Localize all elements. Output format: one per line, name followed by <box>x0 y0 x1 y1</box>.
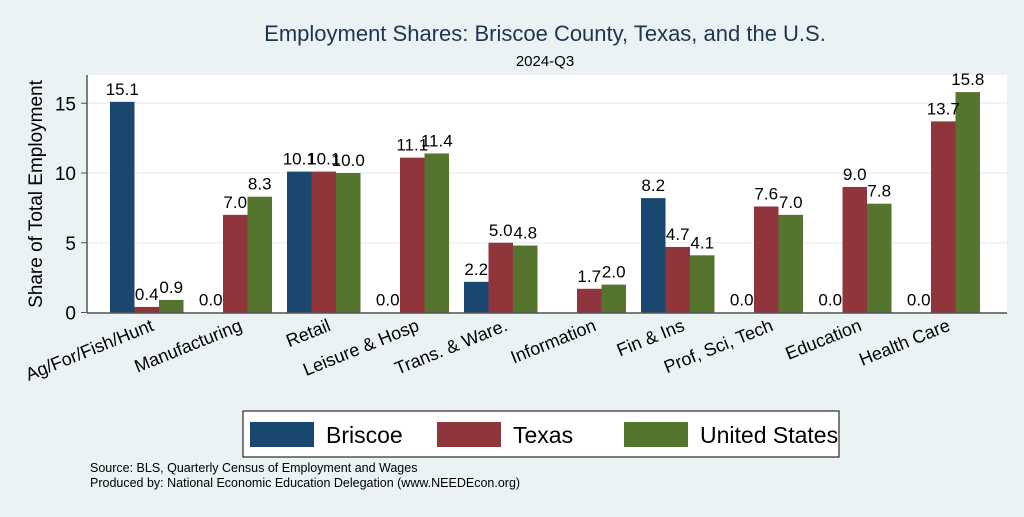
bar-briscoe <box>287 171 312 313</box>
data-label: 4.7 <box>666 225 690 244</box>
bar-united-states <box>955 92 980 313</box>
data-label: 2.0 <box>602 263 626 282</box>
bar-united-states <box>424 153 449 313</box>
bar-united-states <box>247 196 272 313</box>
data-label: 0.4 <box>135 285 159 304</box>
chart-subtitle: 2024-Q3 <box>516 53 574 70</box>
bar-texas <box>311 171 336 313</box>
data-label: 0.0 <box>818 291 842 310</box>
data-label: 10.0 <box>332 151 365 170</box>
data-label: 7.8 <box>867 182 891 201</box>
data-label: 0.0 <box>199 291 223 310</box>
y-tick-label: 15 <box>55 94 76 115</box>
legend-label: Briscoe <box>326 422 403 448</box>
bar-texas <box>488 242 513 313</box>
bar-texas <box>400 157 425 313</box>
y-tick-label: 0 <box>65 304 76 325</box>
source-note: Source: BLS, Quarterly Census of Employm… <box>90 461 417 475</box>
data-label: 7.0 <box>223 193 247 212</box>
data-label: 0.0 <box>907 291 931 310</box>
data-label: 15.1 <box>106 80 139 99</box>
data-label: 13.7 <box>927 99 960 118</box>
bar-texas <box>134 306 159 313</box>
produced-by-note: Produced by: National Economic Education… <box>90 476 520 490</box>
data-label: 0.0 <box>730 291 754 310</box>
bar-united-states <box>601 284 626 313</box>
bar-briscoe <box>641 198 666 313</box>
data-label: 7.6 <box>754 184 778 203</box>
data-label: 7.0 <box>779 193 803 212</box>
bar-texas <box>754 206 779 313</box>
data-label: 10.1 <box>283 150 316 169</box>
legend-swatch-briscoe <box>250 422 314 447</box>
legend-swatch-texas <box>437 422 501 447</box>
x-tick-label: Information <box>508 315 599 367</box>
data-label: 15.8 <box>951 70 984 89</box>
data-label: 4.8 <box>513 224 537 243</box>
y-tick-label: 5 <box>65 234 76 255</box>
data-label: 10.1 <box>307 150 340 169</box>
legend: Briscoe Texas United States <box>242 410 840 458</box>
legend-label: United States <box>700 422 838 448</box>
x-tick-label: Ag/For/Fish/Hunt <box>23 315 157 385</box>
bar-texas <box>665 246 690 313</box>
x-tick-label: Education <box>783 315 865 364</box>
y-axis-label: Share of Total Employment <box>26 79 47 307</box>
data-label: 2.2 <box>464 260 488 279</box>
bar-briscoe <box>110 101 135 313</box>
data-label: 0.9 <box>159 278 183 297</box>
data-label: 9.0 <box>843 165 867 184</box>
y-tick-label: 10 <box>55 164 76 185</box>
bar-texas <box>577 288 602 313</box>
data-label: 5.0 <box>489 221 513 240</box>
bar-texas <box>842 186 867 313</box>
data-label: 0.0 <box>376 291 400 310</box>
chart-title: Employment Shares: Briscoe County, Texas… <box>264 21 826 46</box>
data-label: 11.4 <box>421 131 453 150</box>
x-tick-label: Retail <box>283 315 333 351</box>
data-label: 11.1 <box>396 136 428 155</box>
bar-texas <box>931 121 956 313</box>
bar-united-states <box>867 203 892 313</box>
data-label: 4.1 <box>690 233 714 252</box>
bar-briscoe <box>464 281 489 313</box>
bar-texas <box>223 214 248 313</box>
legend-swatch-united-states <box>624 422 688 447</box>
x-tick-label: Health Care <box>856 315 953 370</box>
bar-united-states <box>690 255 715 313</box>
data-label: 8.2 <box>641 176 665 195</box>
bar-united-states <box>513 245 538 313</box>
bar-united-states <box>336 173 361 313</box>
bar-united-states <box>778 214 803 313</box>
data-label: 8.3 <box>248 175 272 194</box>
legend-label: Texas <box>513 422 573 448</box>
bar-united-states <box>159 299 184 313</box>
data-label: 1.7 <box>577 267 601 286</box>
